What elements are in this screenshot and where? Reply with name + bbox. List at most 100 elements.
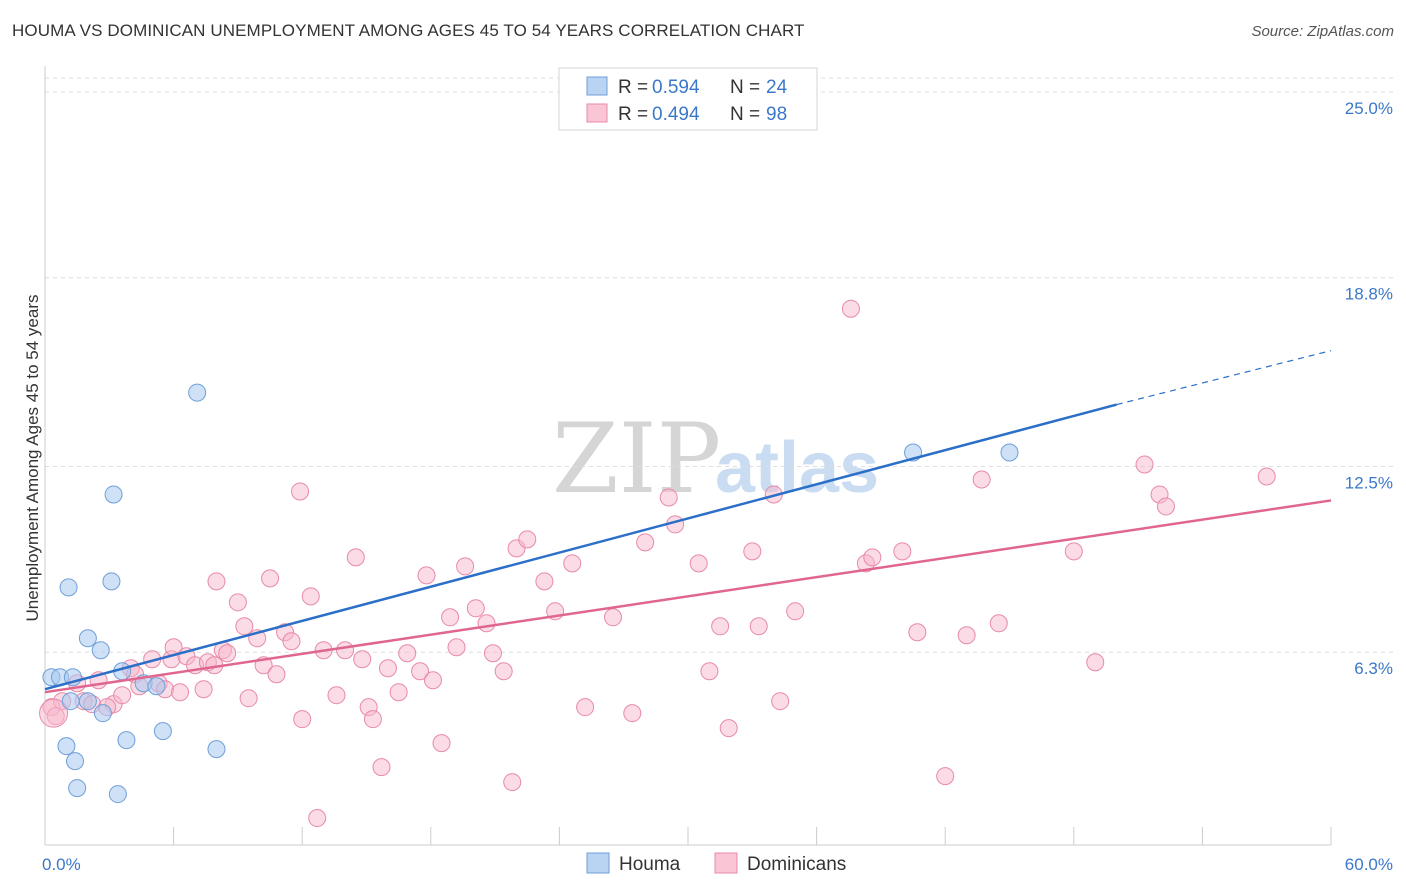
legend-houma-n-value: 24 bbox=[766, 77, 788, 98]
dominicans-point bbox=[308, 809, 327, 828]
legend-dominicans-n-label: N = bbox=[730, 104, 760, 125]
watermark-zip: ZIP bbox=[552, 403, 721, 515]
axes bbox=[44, 66, 1332, 846]
houma-point bbox=[57, 737, 76, 756]
dominicans-point bbox=[659, 488, 678, 507]
bottom-legend-houma-swatch bbox=[586, 852, 610, 874]
y-tick-label: 25.0% bbox=[1345, 99, 1393, 118]
dominicans-point bbox=[535, 572, 554, 591]
dominicans-point bbox=[719, 719, 738, 738]
dominicans-point bbox=[456, 557, 475, 576]
dominicans-point bbox=[398, 644, 417, 663]
dominicans-point bbox=[432, 734, 451, 753]
dominicans-point bbox=[1156, 497, 1175, 516]
dominicans-point bbox=[477, 614, 496, 633]
dominicans-point bbox=[563, 554, 582, 573]
dominicans-point bbox=[282, 632, 301, 651]
dominicans-point bbox=[1086, 653, 1105, 672]
legend-dominicans-n-value: 98 bbox=[766, 104, 787, 125]
dominicans-point bbox=[411, 662, 430, 681]
houma-point bbox=[102, 572, 121, 591]
legend-houma-r-label: R = bbox=[618, 77, 648, 98]
legend-houma-swatch bbox=[586, 76, 608, 96]
dominicans-point bbox=[771, 692, 790, 711]
dominicans-point bbox=[989, 614, 1008, 633]
dominicans-point bbox=[494, 662, 513, 681]
dominicans-point bbox=[291, 482, 310, 501]
dominicans-point bbox=[841, 299, 860, 318]
dominicans-point bbox=[336, 641, 355, 660]
chart-source: Source: ZipAtlas.com bbox=[1251, 23, 1394, 40]
dominicans-point bbox=[447, 638, 466, 657]
houma-point bbox=[61, 692, 80, 711]
dominicans-point bbox=[749, 617, 768, 636]
houma-point bbox=[117, 731, 136, 750]
dominicans-point bbox=[389, 683, 408, 702]
dominicans-point bbox=[936, 767, 955, 786]
dominicans-point bbox=[113, 686, 132, 705]
legend-dominicans-swatch bbox=[586, 103, 608, 123]
houma-point bbox=[93, 704, 112, 723]
dominicans-point bbox=[743, 542, 762, 561]
dominicans-point bbox=[863, 548, 882, 567]
dominicans-point bbox=[194, 680, 213, 699]
dominicans-point bbox=[1135, 455, 1154, 474]
houma-point bbox=[78, 629, 97, 648]
houma-trendline bbox=[44, 403, 1117, 691]
dominicans-point bbox=[39, 698, 69, 728]
dominicans-point bbox=[700, 662, 719, 681]
dominicans-point bbox=[301, 587, 320, 606]
houma-trendline-extension bbox=[1116, 350, 1332, 406]
dominicans-point bbox=[441, 608, 460, 627]
dominicans-point bbox=[1257, 467, 1276, 486]
houma-point bbox=[207, 740, 226, 759]
dominicans-point bbox=[957, 626, 976, 645]
dominicans-point bbox=[466, 599, 485, 618]
houma-point bbox=[188, 383, 207, 402]
dominicans-point bbox=[786, 602, 805, 621]
legend-dominicans-r-value: 0.494 bbox=[652, 104, 700, 125]
dominicans-point bbox=[423, 671, 442, 690]
houma-point bbox=[91, 641, 110, 660]
bottom-legend-houma-label: Houma bbox=[619, 854, 681, 875]
dominicans-point bbox=[603, 608, 622, 627]
dominicans-point bbox=[293, 710, 312, 729]
dominicans-point bbox=[417, 566, 436, 585]
y-tick-label: 18.8% bbox=[1345, 285, 1393, 304]
houma-point bbox=[66, 752, 85, 771]
bottom-legend: Houma Dominicans bbox=[586, 852, 846, 875]
dominicans-point bbox=[235, 617, 254, 636]
legend-dominicans-r-label: R = bbox=[618, 104, 648, 125]
houma-point bbox=[147, 677, 166, 696]
dominicans-point bbox=[972, 470, 991, 489]
bottom-legend-dominicans-swatch bbox=[714, 852, 738, 874]
dominicans-point bbox=[239, 689, 258, 708]
dominicans-point bbox=[372, 758, 391, 777]
dominicans-point bbox=[353, 650, 372, 669]
dominicans-point bbox=[576, 698, 595, 717]
houma-point bbox=[68, 779, 87, 798]
watermark: ZIP atlas bbox=[552, 403, 879, 515]
tick-labels: 6.3% 12.5% 18.8% 25.0% 0.0% 60.0% bbox=[42, 99, 1393, 874]
dominicans-point bbox=[327, 686, 346, 705]
dominicans-point bbox=[207, 572, 226, 591]
houma-point bbox=[108, 785, 127, 804]
dominicans-point bbox=[893, 542, 912, 561]
trendlines bbox=[44, 350, 1332, 694]
dominicans-point bbox=[218, 644, 237, 663]
chart-title: HOUMA VS DOMINICAN UNEMPLOYMENT AMONG AG… bbox=[12, 21, 805, 40]
gridlines bbox=[45, 77, 1394, 653]
y-tick-label: 12.5% bbox=[1345, 473, 1393, 492]
x-tick-label: 60.0% bbox=[1345, 855, 1393, 874]
x-tick-label: 0.0% bbox=[42, 855, 81, 874]
dominicans-point bbox=[636, 533, 655, 552]
houma-point bbox=[78, 692, 97, 711]
houma-point bbox=[153, 722, 172, 741]
watermark-atlas: atlas bbox=[715, 428, 879, 508]
dominicans-point bbox=[378, 659, 397, 678]
dominicans-point bbox=[483, 644, 502, 663]
dominicans-point bbox=[261, 569, 280, 588]
houma-point bbox=[1000, 443, 1019, 462]
legend: R = 0.594 N = 24 R = 0.494 N = 98 bbox=[558, 67, 818, 131]
